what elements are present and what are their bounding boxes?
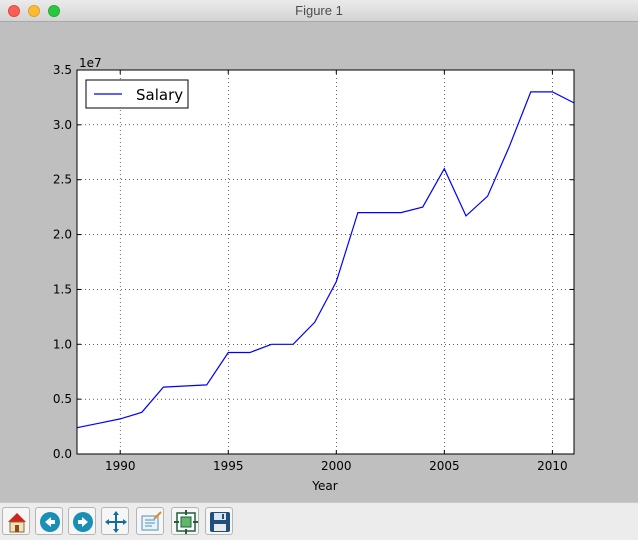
forward-button[interactable] [68,507,96,535]
x-tick-label: 2010 [537,459,568,473]
back-arrow-icon [40,512,60,532]
y-tick-labels: 0.0 0.5 1.0 1.5 2.0 2.5 3.0 3.5 [53,63,72,461]
x-tick-label: 2005 [429,459,460,473]
y-offset-label: 1e7 [79,56,102,70]
y-tick-label: 3.5 [53,63,72,77]
save-button[interactable] [205,507,233,535]
figure-canvas: 1990 1995 2000 2005 2010 0.0 0.5 1.0 1.5 2.0 2.5 3… [0,22,638,502]
x-tick-label: 2000 [321,459,352,473]
zoom-window-button[interactable] [48,5,60,17]
plot-area [77,70,574,454]
x-tick-labels: 1990 1995 2000 2005 2010 [105,459,568,473]
navigation-toolbar [0,502,638,540]
forward-arrow-icon [73,512,93,532]
window-title: Figure 1 [295,3,343,18]
configure-subplots-icon [174,510,198,534]
legend-label-salary: Salary [136,86,183,104]
close-window-button[interactable] [8,5,20,17]
y-tick-label: 3.0 [53,118,72,132]
home-icon [8,513,26,533]
y-tick-label: 0.5 [53,392,72,406]
y-tick-label: 1.5 [53,282,72,296]
pan-icon [105,511,127,533]
legend: Salary [85,79,189,109]
save-icon [210,512,230,532]
home-button[interactable] [2,507,30,535]
y-tick-label: 2.5 [53,173,72,187]
back-button[interactable] [35,507,63,535]
zoom-button[interactable] [136,507,164,535]
grid-lines [77,70,574,454]
y-tick-label: 0.0 [53,447,72,461]
y-tick-label: 2.0 [53,228,72,242]
configure-subplots-button[interactable] [171,507,199,535]
line-chart: 1990 1995 2000 2005 2010 0.0 0.5 1.0 1.5 2.0 2.5 3… [53,56,575,493]
y-tick-label: 1.0 [53,337,72,351]
x-axis-label: Year [311,479,337,493]
window-titlebar: Figure 1 [0,0,638,22]
pan-button[interactable] [101,507,129,535]
x-tick-label: 1995 [213,459,244,473]
salary-series-line [76,91,575,429]
x-tick-label: 1990 [105,459,136,473]
minimize-window-button[interactable] [28,5,40,17]
plot-frame [76,69,575,455]
zoom-rect-icon [141,511,162,531]
